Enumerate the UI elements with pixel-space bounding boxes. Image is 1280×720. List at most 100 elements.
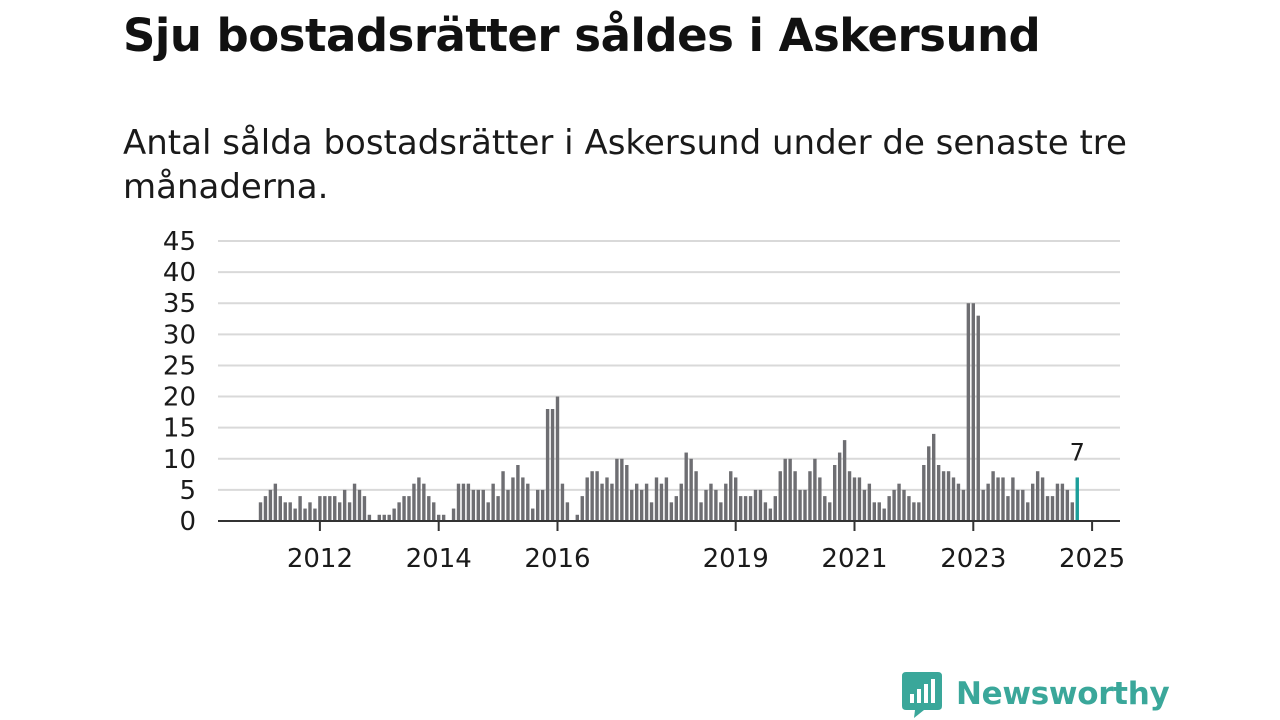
bar	[461, 483, 466, 521]
bar	[862, 489, 867, 521]
y-tick-label: 35	[163, 289, 196, 319]
bar	[763, 502, 768, 521]
bar	[362, 496, 367, 521]
bar	[956, 483, 961, 521]
bar	[333, 496, 337, 521]
bar	[922, 465, 926, 521]
bar	[986, 483, 990, 521]
bar	[966, 303, 971, 521]
bar	[466, 483, 471, 521]
bar	[709, 483, 713, 521]
bar	[991, 471, 995, 521]
bar	[590, 471, 594, 521]
bar	[625, 465, 629, 521]
x-tick-label: 2012	[287, 544, 353, 574]
bar	[1045, 496, 1050, 521]
bar	[907, 496, 911, 521]
y-tick-label: 15	[163, 414, 196, 444]
bar	[714, 489, 718, 521]
bar	[516, 465, 520, 521]
bar	[882, 508, 886, 521]
bar	[441, 514, 446, 521]
bar	[526, 483, 530, 521]
bar	[857, 477, 862, 521]
bar	[560, 483, 565, 521]
bar	[387, 514, 391, 521]
bar	[620, 458, 624, 521]
bar	[654, 477, 659, 521]
bar	[605, 477, 609, 521]
bar	[555, 396, 560, 521]
bar	[486, 502, 490, 521]
bar	[1006, 496, 1010, 521]
bar	[1031, 483, 1035, 521]
bar	[1060, 483, 1065, 521]
bar	[837, 452, 842, 521]
bar	[313, 508, 317, 521]
bar	[842, 440, 847, 521]
bar	[392, 508, 396, 521]
x-tick-label: 2021	[821, 544, 887, 574]
bar	[1035, 471, 1040, 521]
bar	[813, 458, 817, 521]
y-tick-label: 0	[179, 507, 196, 537]
bar	[808, 471, 812, 521]
bar	[357, 489, 362, 521]
bar	[753, 489, 758, 521]
bar	[951, 477, 956, 521]
x-tick-label: 2023	[940, 544, 1006, 574]
bar	[501, 471, 505, 521]
x-tick-label: 2016	[524, 544, 590, 574]
bar	[402, 496, 406, 521]
bar	[927, 446, 931, 521]
bar	[976, 315, 980, 521]
bar	[748, 496, 753, 521]
bar	[1016, 489, 1020, 521]
bar	[912, 502, 916, 521]
bar	[981, 489, 985, 521]
bar	[941, 471, 946, 521]
y-tick-label: 10	[163, 445, 196, 475]
bar	[679, 483, 683, 521]
bar	[565, 502, 570, 521]
bar	[382, 514, 386, 521]
bar	[1065, 489, 1070, 521]
bar	[367, 514, 372, 521]
bar	[649, 502, 654, 521]
bar	[303, 508, 307, 521]
bar	[417, 477, 421, 521]
bar	[823, 496, 827, 521]
bar	[283, 502, 287, 521]
bar	[738, 496, 743, 521]
bar	[724, 483, 728, 521]
bar	[758, 489, 763, 521]
chart-title: Sju bostadsrätter såldes i Askersund	[123, 9, 1041, 62]
bar	[258, 502, 263, 521]
bar	[471, 489, 476, 521]
bar	[1011, 477, 1015, 521]
bar	[427, 496, 431, 521]
bar	[377, 514, 381, 521]
bar	[996, 477, 1000, 521]
bar	[323, 496, 327, 521]
chart-subtitle: Antal sålda bostadsrätter i Askersund un…	[123, 123, 1127, 207]
bar	[892, 489, 896, 521]
bar	[818, 477, 822, 521]
bar	[397, 502, 401, 521]
y-tick-label: 25	[163, 351, 196, 381]
bar	[1055, 483, 1060, 521]
bar	[1021, 489, 1025, 521]
bar	[451, 508, 456, 521]
bar	[932, 433, 936, 521]
bar	[674, 496, 678, 521]
bar	[936, 465, 941, 521]
bar	[437, 514, 441, 521]
bar	[481, 489, 485, 521]
bar	[897, 483, 901, 521]
bar	[432, 502, 436, 521]
bar	[550, 409, 555, 521]
y-tick-label: 20	[163, 383, 196, 413]
newsworthy-brand[interactable]: Newsworthy	[902, 668, 1170, 720]
bar	[833, 465, 837, 521]
bar	[1070, 502, 1074, 521]
